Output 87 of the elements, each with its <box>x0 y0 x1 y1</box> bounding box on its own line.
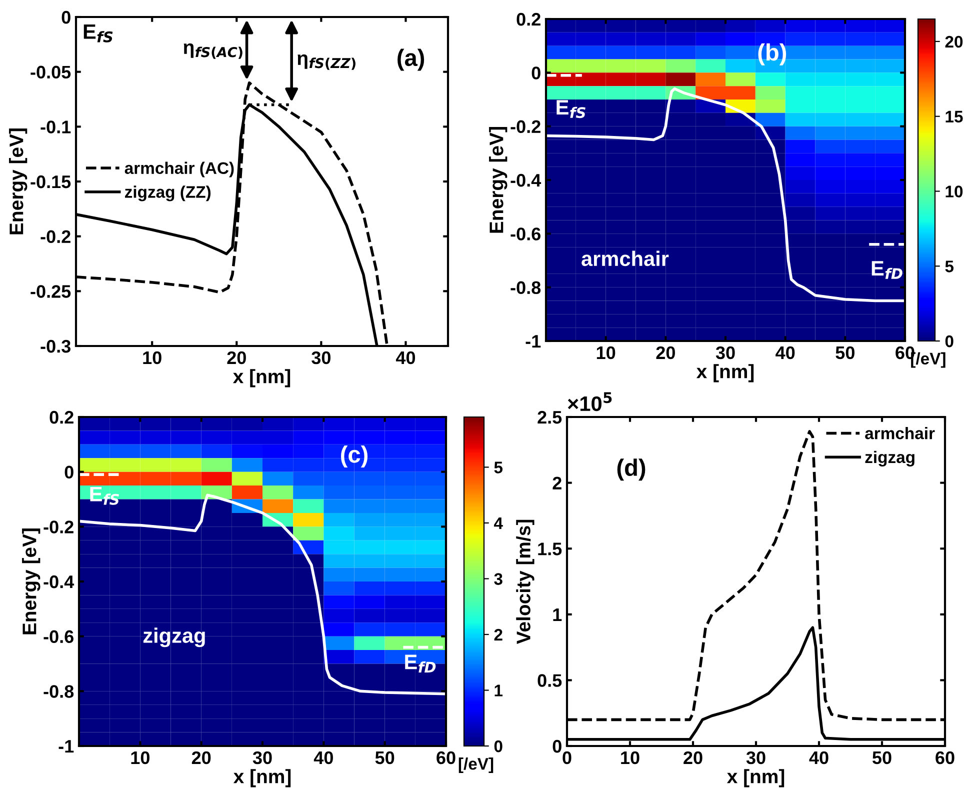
color-bar-title: [/eV] <box>458 758 494 774</box>
color-bar-label: 2 <box>494 628 502 641</box>
x-tick-label: 40 <box>314 751 333 764</box>
legend-label: zigzag (ZZ) <box>125 186 211 202</box>
legend-label: armchair <box>865 427 935 440</box>
y-tick-label: 0 <box>552 740 562 753</box>
color-bar-label: 3 <box>494 573 502 585</box>
x-tick-label: 10 <box>621 751 640 764</box>
color-bar-label: 1 <box>494 684 503 696</box>
color-bar-label: 4 <box>494 518 503 529</box>
y-tick-label: -0.2 <box>510 120 540 134</box>
y-tick-label: -1 <box>58 740 74 753</box>
x-tick-label: 50 <box>872 751 892 764</box>
text: ×10$^{5}$ <box>568 392 612 412</box>
y-tick-label: -0.8 <box>44 685 74 698</box>
x-tick-label: 30 <box>312 351 330 364</box>
y-tick-label: -0.6 <box>44 630 74 644</box>
line-series <box>546 87 905 302</box>
y-axis-title: Energy [eV] <box>22 528 40 634</box>
y-tick-label: 1.5 <box>538 542 562 556</box>
y-tick-label: -0.4 <box>44 575 74 588</box>
y-tick-label: -0.8 <box>510 281 541 294</box>
x-tick-label: 40 <box>776 346 795 360</box>
y-axis-title: Energy [eV] <box>9 128 28 234</box>
x-tick-label: 0 <box>562 751 572 764</box>
legend-label: armchair (AC) <box>124 162 234 178</box>
annotation: armchair <box>582 250 669 266</box>
y-axis-title: Energy [eV] <box>489 127 508 233</box>
y-tick-label: 0.2 <box>516 12 540 26</box>
annotation: E$_{fS}$ <box>556 100 586 118</box>
annotation: E$_{fD}$ <box>405 654 436 673</box>
y-tick-label: 0 <box>62 10 70 24</box>
x-axis-title: x [nm] <box>726 769 784 788</box>
y-tick-label: -0.25 <box>30 285 71 298</box>
color-bar-label: 5 <box>945 260 954 272</box>
annotation: (a) <box>398 48 424 71</box>
x-tick-label: 20 <box>192 751 211 764</box>
x-tick-label: 40 <box>809 751 828 764</box>
annotation: η$_{fS(AC)}$ <box>184 43 242 59</box>
x-tick-label: 30 <box>252 751 272 764</box>
x-tick-label: 20 <box>684 751 702 764</box>
x-axis-title: x [nm] <box>696 364 754 382</box>
y-tick-label: -0.1 <box>40 120 71 134</box>
y-tick-label: -0.2 <box>44 520 74 534</box>
y-axis-title: Velocity [m/s] <box>516 520 534 644</box>
y-tick-label: 0 <box>532 66 540 80</box>
annotation: η$_{fS(ZZ)}$ <box>298 54 356 70</box>
y-tick-label: -0.05 <box>30 66 71 79</box>
annotation: (b) <box>758 43 786 66</box>
annotation: zigzag <box>143 628 205 648</box>
x-tick-label: 10 <box>131 751 150 764</box>
y-tick-label: 2.5 <box>538 410 562 424</box>
y-tick-label: 0.2 <box>50 410 74 424</box>
y-tick-label: -0.3 <box>40 340 70 353</box>
x-tick-label: 30 <box>746 751 766 764</box>
x-tick-label: 30 <box>716 346 735 360</box>
annotation: E$_{fD}$ <box>872 261 902 279</box>
y-tick-label: 1 <box>553 608 562 621</box>
y-tick-label: -0.6 <box>510 228 540 240</box>
color-bar-label: 5 <box>494 462 503 474</box>
x-tick-label: 60 <box>936 751 954 764</box>
x-tick-label: 10 <box>143 351 162 364</box>
x-axis-title: x [nm] <box>233 769 291 788</box>
x-tick-label: 40 <box>396 351 416 364</box>
y-tick-label: -0.4 <box>510 174 542 187</box>
legend-label: zigzag <box>865 450 914 466</box>
y-tick-label: 0.5 <box>538 674 562 687</box>
y-tick-label: 2 <box>552 476 562 490</box>
x-tick-label: 10 <box>596 346 616 360</box>
y-tick-label: -0.2 <box>40 230 70 244</box>
color-bar-label: 10 <box>946 186 963 198</box>
x-tick-label: 20 <box>656 346 675 360</box>
y-tick-label: 0 <box>64 466 74 479</box>
y-tick-label: -0.15 <box>30 175 71 188</box>
color-bar-label: 0 <box>494 740 502 752</box>
x-axis-title: x [nm] <box>232 369 290 388</box>
color-bar-label: 20 <box>945 36 963 48</box>
annotation: E$_{fS}$ <box>84 24 113 42</box>
annotation: (c) <box>341 445 368 468</box>
x-tick-label: 50 <box>375 751 394 764</box>
x-tick-label: 50 <box>836 346 854 360</box>
color-bar-label: 0 <box>945 335 954 348</box>
color-bar-label: 15 <box>946 110 963 123</box>
x-tick-label: 60 <box>436 751 456 764</box>
y-tick-label: -1 <box>526 335 541 348</box>
annotation: (d) <box>617 458 646 481</box>
x-tick-label: 20 <box>227 351 246 364</box>
